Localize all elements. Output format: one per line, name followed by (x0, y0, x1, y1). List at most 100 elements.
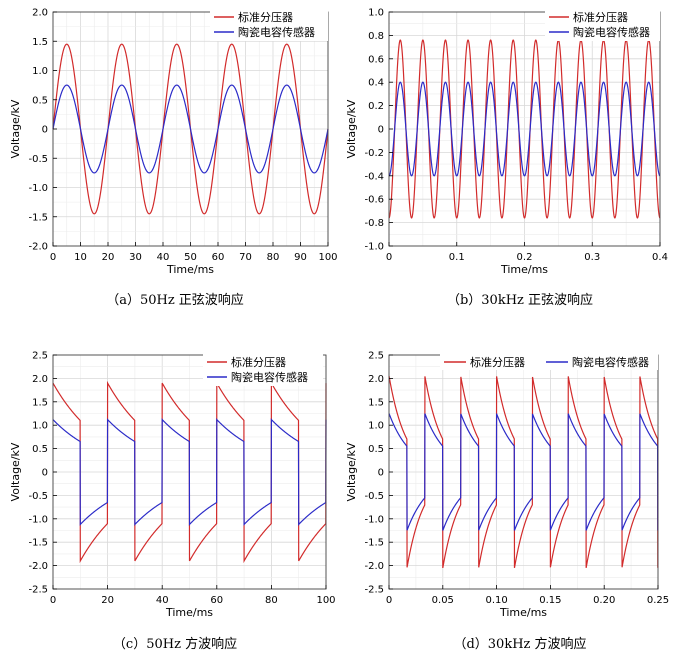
y-axis-label: Voltage/kV (9, 442, 22, 501)
panel-caption: （a）50Hz 正弦波响应 (106, 292, 244, 308)
y-tick-label: -0.6 (364, 195, 384, 206)
y-tick-label: 2.0 (32, 374, 48, 385)
y-tick-label: -1.0 (28, 514, 48, 525)
y-tick-label: 0.6 (368, 54, 384, 65)
y-tick-label: 0.5 (32, 95, 48, 106)
x-tick-label: 0.20 (593, 595, 615, 606)
panel-c: 0 20 40 60 80 100 -2.5 -2.0 -1.5 -1.0 -0.5 0 0.5 1.0 1… (9, 351, 336, 653)
x-tick-label: 100 (316, 595, 335, 606)
series-line-2 (388, 413, 659, 531)
y-tick-label: 0.5 (368, 444, 384, 455)
panel-a: 0 10 20 30 40 50 60 70 80 90 100 -2.0 -1.5 -1.0 -0.5 0 0… (9, 8, 338, 309)
x-tick-label: 0 (50, 252, 56, 263)
panel-caption: （d）30kHz 方波响应 (453, 636, 586, 652)
y-tick-label: 2.0 (368, 374, 384, 385)
y-tick-label: -1.0 (364, 514, 384, 525)
legend-label-2: 陶瓷电容传感器 (573, 25, 650, 39)
y-tick-label: -1.5 (28, 538, 48, 549)
y-tick-label: -0.5 (28, 154, 48, 165)
y-tick-label: 1.0 (368, 421, 384, 432)
y-tick-label: 1.5 (32, 397, 48, 408)
legend-label-1: 标准分压器 (231, 355, 286, 369)
y-tick-label: 2.5 (368, 351, 384, 362)
x-tick-label: 0.4 (652, 252, 668, 263)
x-tick-label: 0.05 (432, 595, 454, 606)
y-tick-label: 2.0 (32, 8, 48, 19)
panel-caption: （b）30kHz 正弦波响应 (447, 292, 593, 308)
y-tick-label: 0.8 (368, 31, 384, 42)
x-tick-label: 30 (129, 252, 142, 263)
legend: 标准分压器 陶瓷电容传感器 (440, 354, 658, 370)
x-tick-label: 80 (267, 252, 280, 263)
y-tick-label: -0.8 (364, 218, 384, 229)
x-axis-label: Time/ms (499, 606, 547, 619)
y-tick-label: 0.4 (368, 78, 384, 89)
y-tick-label: -2.5 (28, 585, 48, 596)
x-axis-label: Time/ms (500, 263, 548, 276)
legend-label-1: 标准分压器 (573, 10, 628, 24)
y-tick-label: -2.0 (28, 242, 48, 253)
x-tick-label: 0.3 (584, 252, 600, 263)
y-tick-label: -2.0 (364, 561, 384, 572)
x-tick-label: 0.15 (539, 595, 561, 606)
x-tick-label: 10 (74, 252, 87, 263)
y-tick-label: 2.5 (32, 351, 48, 362)
y-tick-label: -0.5 (28, 491, 48, 502)
x-tick-label: 90 (294, 252, 307, 263)
x-tick-label: 0.10 (485, 595, 507, 606)
legend-label-2: 陶瓷电容传感器 (572, 355, 649, 369)
series-line-2 (52, 418, 327, 526)
y-axis-label: Voltage/kV (345, 442, 358, 501)
legend-label-1: 标准分压器 (470, 355, 525, 369)
legend-box (210, 9, 328, 41)
y-tick-label: -2.5 (364, 585, 384, 596)
y-tick-label: -0.2 (364, 148, 384, 159)
y-tick-label: -2.0 (28, 561, 48, 572)
x-tick-label: 50 (184, 252, 197, 263)
series-line-2 (52, 84, 329, 174)
y-tick-label: 0 (378, 125, 384, 136)
legend-label-2: 陶瓷电容传感器 (238, 25, 315, 39)
panel-b: 0 0.1 0.2 0.3 0.4 -1.0 -0.8 -0.6 -0.4 -0.2 0 0.2 0.4… (345, 8, 668, 309)
x-axis-label: Time/ms (166, 263, 214, 276)
y-tick-label: 0 (378, 468, 384, 479)
y-axis-label: Voltage/kV (345, 99, 358, 158)
series-line-1 (52, 380, 327, 564)
y-tick-label: -1.5 (364, 538, 384, 549)
x-tick-label: 20 (102, 252, 115, 263)
y-tick-label: 1.5 (368, 397, 384, 408)
legend-box (545, 9, 660, 41)
legend-label-2: 陶瓷电容传感器 (231, 370, 308, 384)
x-tick-label: 70 (239, 252, 252, 263)
y-tick-label: -1.5 (28, 212, 48, 223)
x-tick-label: 60 (210, 595, 223, 606)
x-tick-label: 0 (386, 595, 392, 606)
y-tick-label: 1.5 (32, 37, 48, 48)
series-line-1 (388, 39, 661, 219)
y-tick-label: 1.0 (368, 8, 384, 19)
y-axis-label: Voltage/kV (9, 99, 22, 158)
x-tick-label: 80 (265, 595, 278, 606)
legend-label-1: 标准分压器 (238, 10, 293, 24)
y-tick-label: 0 (42, 468, 48, 479)
panel-d: 0 0.05 0.10 0.15 0.20 0.25 -2.5 -2.0 -1.5 -1.0 -0.… (345, 351, 669, 653)
y-tick-label: 0.5 (32, 444, 48, 455)
x-tick-label: 40 (156, 595, 169, 606)
x-tick-label: 100 (318, 252, 337, 263)
y-tick-label: -0.5 (364, 491, 384, 502)
y-tick-label: 1.0 (32, 66, 48, 77)
x-axis-label: Time/ms (165, 606, 213, 619)
y-tick-label: -1.0 (28, 183, 48, 194)
y-tick-label: 1.0 (32, 421, 48, 432)
x-tick-label: 20 (101, 595, 114, 606)
y-tick-label: -1.0 (364, 242, 384, 253)
x-tick-label: 40 (157, 252, 170, 263)
x-tick-label: 0.25 (647, 595, 669, 606)
y-tick-label: -0.4 (364, 171, 384, 182)
x-tick-label: 60 (212, 252, 225, 263)
series-line-2 (388, 81, 661, 177)
